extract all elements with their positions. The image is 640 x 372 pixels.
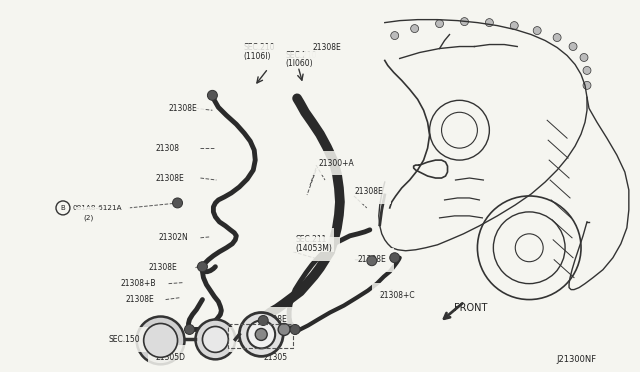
Text: 21304: 21304 (236, 335, 260, 344)
Text: 21308+B: 21308+B (121, 279, 156, 288)
Text: 21308E: 21308E (156, 173, 184, 183)
Text: SEC.210: SEC.210 (243, 42, 275, 52)
Text: 21308E: 21308E (148, 263, 177, 272)
Text: 21308E: 21308E (125, 295, 154, 304)
Circle shape (583, 67, 591, 74)
Text: 21308E: 21308E (355, 187, 383, 196)
Circle shape (173, 198, 182, 208)
Text: (1I060): (1I060) (285, 60, 313, 68)
Circle shape (195, 320, 236, 359)
Circle shape (255, 328, 267, 340)
Circle shape (207, 90, 218, 100)
Text: 21308E: 21308E (258, 315, 287, 324)
Text: J21300NF: J21300NF (557, 355, 597, 364)
Text: 21308E: 21308E (358, 255, 387, 264)
Circle shape (390, 253, 400, 263)
Circle shape (198, 262, 207, 272)
Circle shape (583, 81, 591, 89)
Circle shape (391, 32, 399, 39)
Text: 21308+C: 21308+C (380, 291, 415, 300)
Circle shape (247, 321, 275, 349)
Circle shape (258, 315, 268, 326)
Circle shape (460, 17, 468, 26)
Text: (2): (2) (83, 215, 93, 221)
Text: B: B (61, 205, 65, 211)
Circle shape (278, 324, 290, 336)
Text: SEC.150: SEC.150 (109, 335, 140, 344)
Circle shape (202, 327, 228, 352)
Text: 21305: 21305 (263, 353, 287, 362)
Circle shape (485, 19, 493, 26)
Circle shape (436, 20, 444, 28)
Text: 081A8-6121A: 081A8-6121A (73, 205, 122, 211)
Text: SEC.210: SEC.210 (285, 51, 317, 60)
Circle shape (239, 312, 283, 356)
Circle shape (411, 25, 419, 33)
Circle shape (510, 22, 518, 30)
Text: 21308E: 21308E (312, 42, 340, 52)
Text: (1106I): (1106I) (243, 51, 271, 61)
Circle shape (137, 317, 184, 364)
Circle shape (569, 42, 577, 51)
Text: 21305D: 21305D (156, 353, 186, 362)
Circle shape (367, 256, 377, 266)
Text: 21308: 21308 (156, 144, 180, 153)
Circle shape (184, 324, 195, 334)
Circle shape (143, 324, 177, 357)
Circle shape (580, 54, 588, 61)
Circle shape (290, 324, 300, 334)
Text: 21308E: 21308E (168, 104, 197, 113)
Circle shape (553, 33, 561, 42)
Text: 21302N: 21302N (159, 233, 188, 242)
Text: SEC.211: SEC.211 (295, 235, 326, 244)
Text: FRONT: FRONT (454, 302, 488, 312)
Text: (14053M): (14053M) (295, 244, 332, 253)
Circle shape (533, 26, 541, 35)
Text: 21300+A: 21300+A (318, 158, 354, 167)
